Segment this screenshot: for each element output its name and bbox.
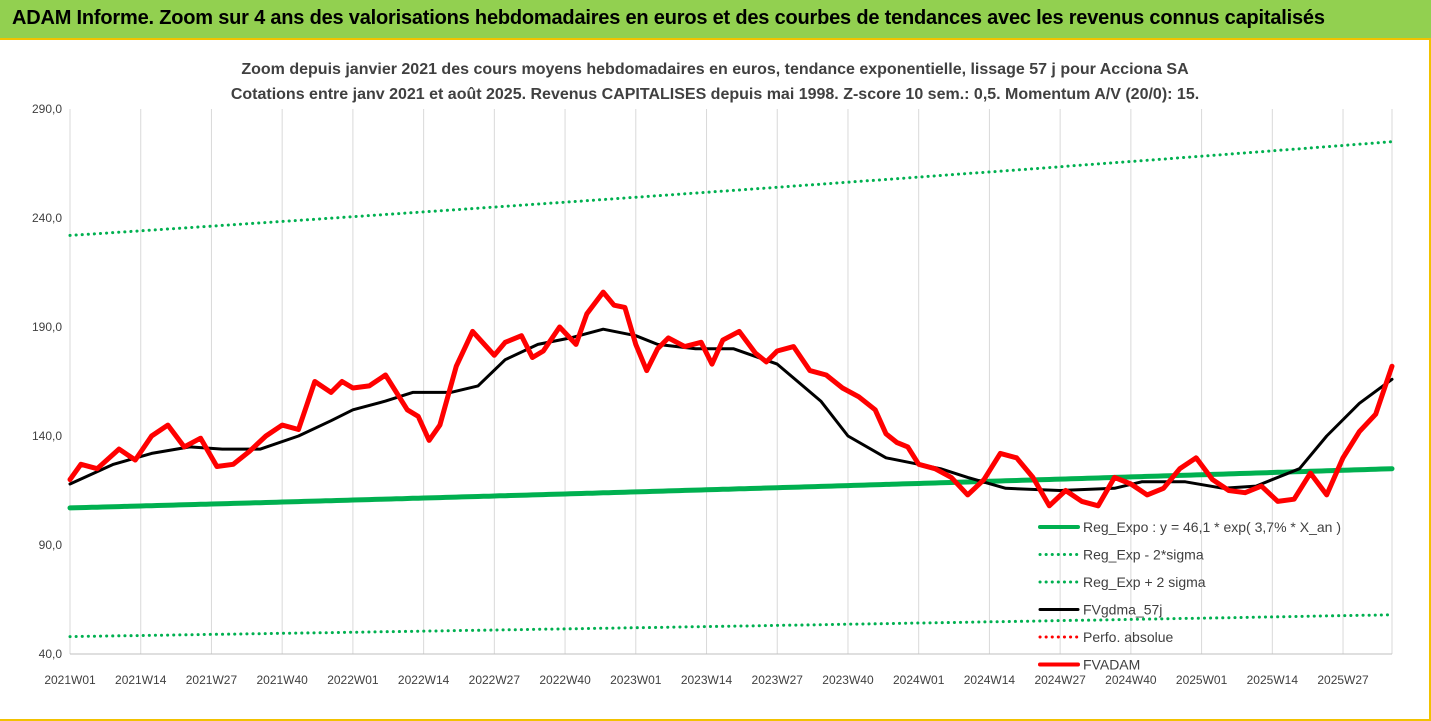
x-tick-label: 2022W14 — [398, 673, 450, 687]
chart-title: Zoom depuis janvier 2021 des cours moyen… — [241, 61, 1189, 78]
x-tick-label: 2023W14 — [681, 673, 733, 687]
legend: Reg_Expo : y = 46,1 * exp( 3,7% * X_an )… — [1038, 519, 1341, 673]
x-tick-label: 2021W01 — [44, 673, 96, 687]
y-tick-label: 290,0 — [32, 102, 62, 116]
x-tick-label: 2021W40 — [256, 673, 308, 687]
x-tick-label: 2025W01 — [1176, 673, 1228, 687]
y-tick-label: 40,0 — [39, 647, 63, 661]
y-tick-label: 240,0 — [32, 211, 62, 225]
series-line-2 — [68, 140, 1394, 237]
x-tick-label: 2024W27 — [1034, 673, 1086, 687]
x-tick-label: 2023W01 — [610, 673, 662, 687]
series-line-5 — [67, 289, 1395, 509]
y-tick-label: 140,0 — [32, 429, 62, 443]
x-tick-label: 2022W01 — [327, 673, 379, 687]
legend-label: Reg_Exp - 2*sigma — [1083, 547, 1204, 563]
x-tick-label: 2025W14 — [1247, 673, 1299, 687]
x-tick-label: 2024W14 — [964, 673, 1016, 687]
y-tick-label: 190,0 — [32, 320, 62, 334]
x-tick-label: 2023W27 — [752, 673, 804, 687]
x-tick-label: 2024W40 — [1105, 673, 1157, 687]
legend-label: Reg_Exp + 2 sigma — [1083, 574, 1206, 590]
x-tick-label: 2022W27 — [469, 673, 521, 687]
chart-subtitle: Cotations entre janv 2021 et août 2025. … — [231, 86, 1199, 103]
legend-label: FVgdma_57j — [1083, 602, 1162, 618]
legend-label: FVADAM — [1083, 657, 1140, 673]
x-tick-label: 2021W27 — [186, 673, 238, 687]
chart-area: Zoom depuis janvier 2021 des cours moyen… — [32, 61, 1395, 687]
x-tick-label: 2021W14 — [115, 673, 167, 687]
legend-label: Reg_Expo : y = 46,1 * exp( 3,7% * X_an ) — [1083, 519, 1341, 535]
x-tick-label: 2023W40 — [822, 673, 874, 687]
x-tick-label: 2022W40 — [539, 673, 591, 687]
x-tick-label: 2025W27 — [1317, 673, 1369, 687]
grid — [69, 109, 1393, 654]
series-line-1 — [68, 613, 1394, 639]
legend-label: Perfo. absolue — [1083, 629, 1173, 645]
chart-border — [0, 40, 1431, 721]
x-tick-label: 2024W01 — [893, 673, 945, 687]
axes: 2021W01 2021W14 2021W27 2021W40 2022W01 2022W… — [32, 102, 1392, 687]
y-tick-label: 90,0 — [39, 538, 63, 552]
series-line-0 — [67, 466, 1395, 511]
banner: ADAM Informe. Zoom sur 4 ans des valoris… — [0, 0, 1431, 40]
series-line-3 — [68, 327, 1394, 492]
banner-title: ADAM Informe. Zoom sur 4 ans des valoris… — [12, 7, 1325, 29]
series — [67, 140, 1395, 639]
